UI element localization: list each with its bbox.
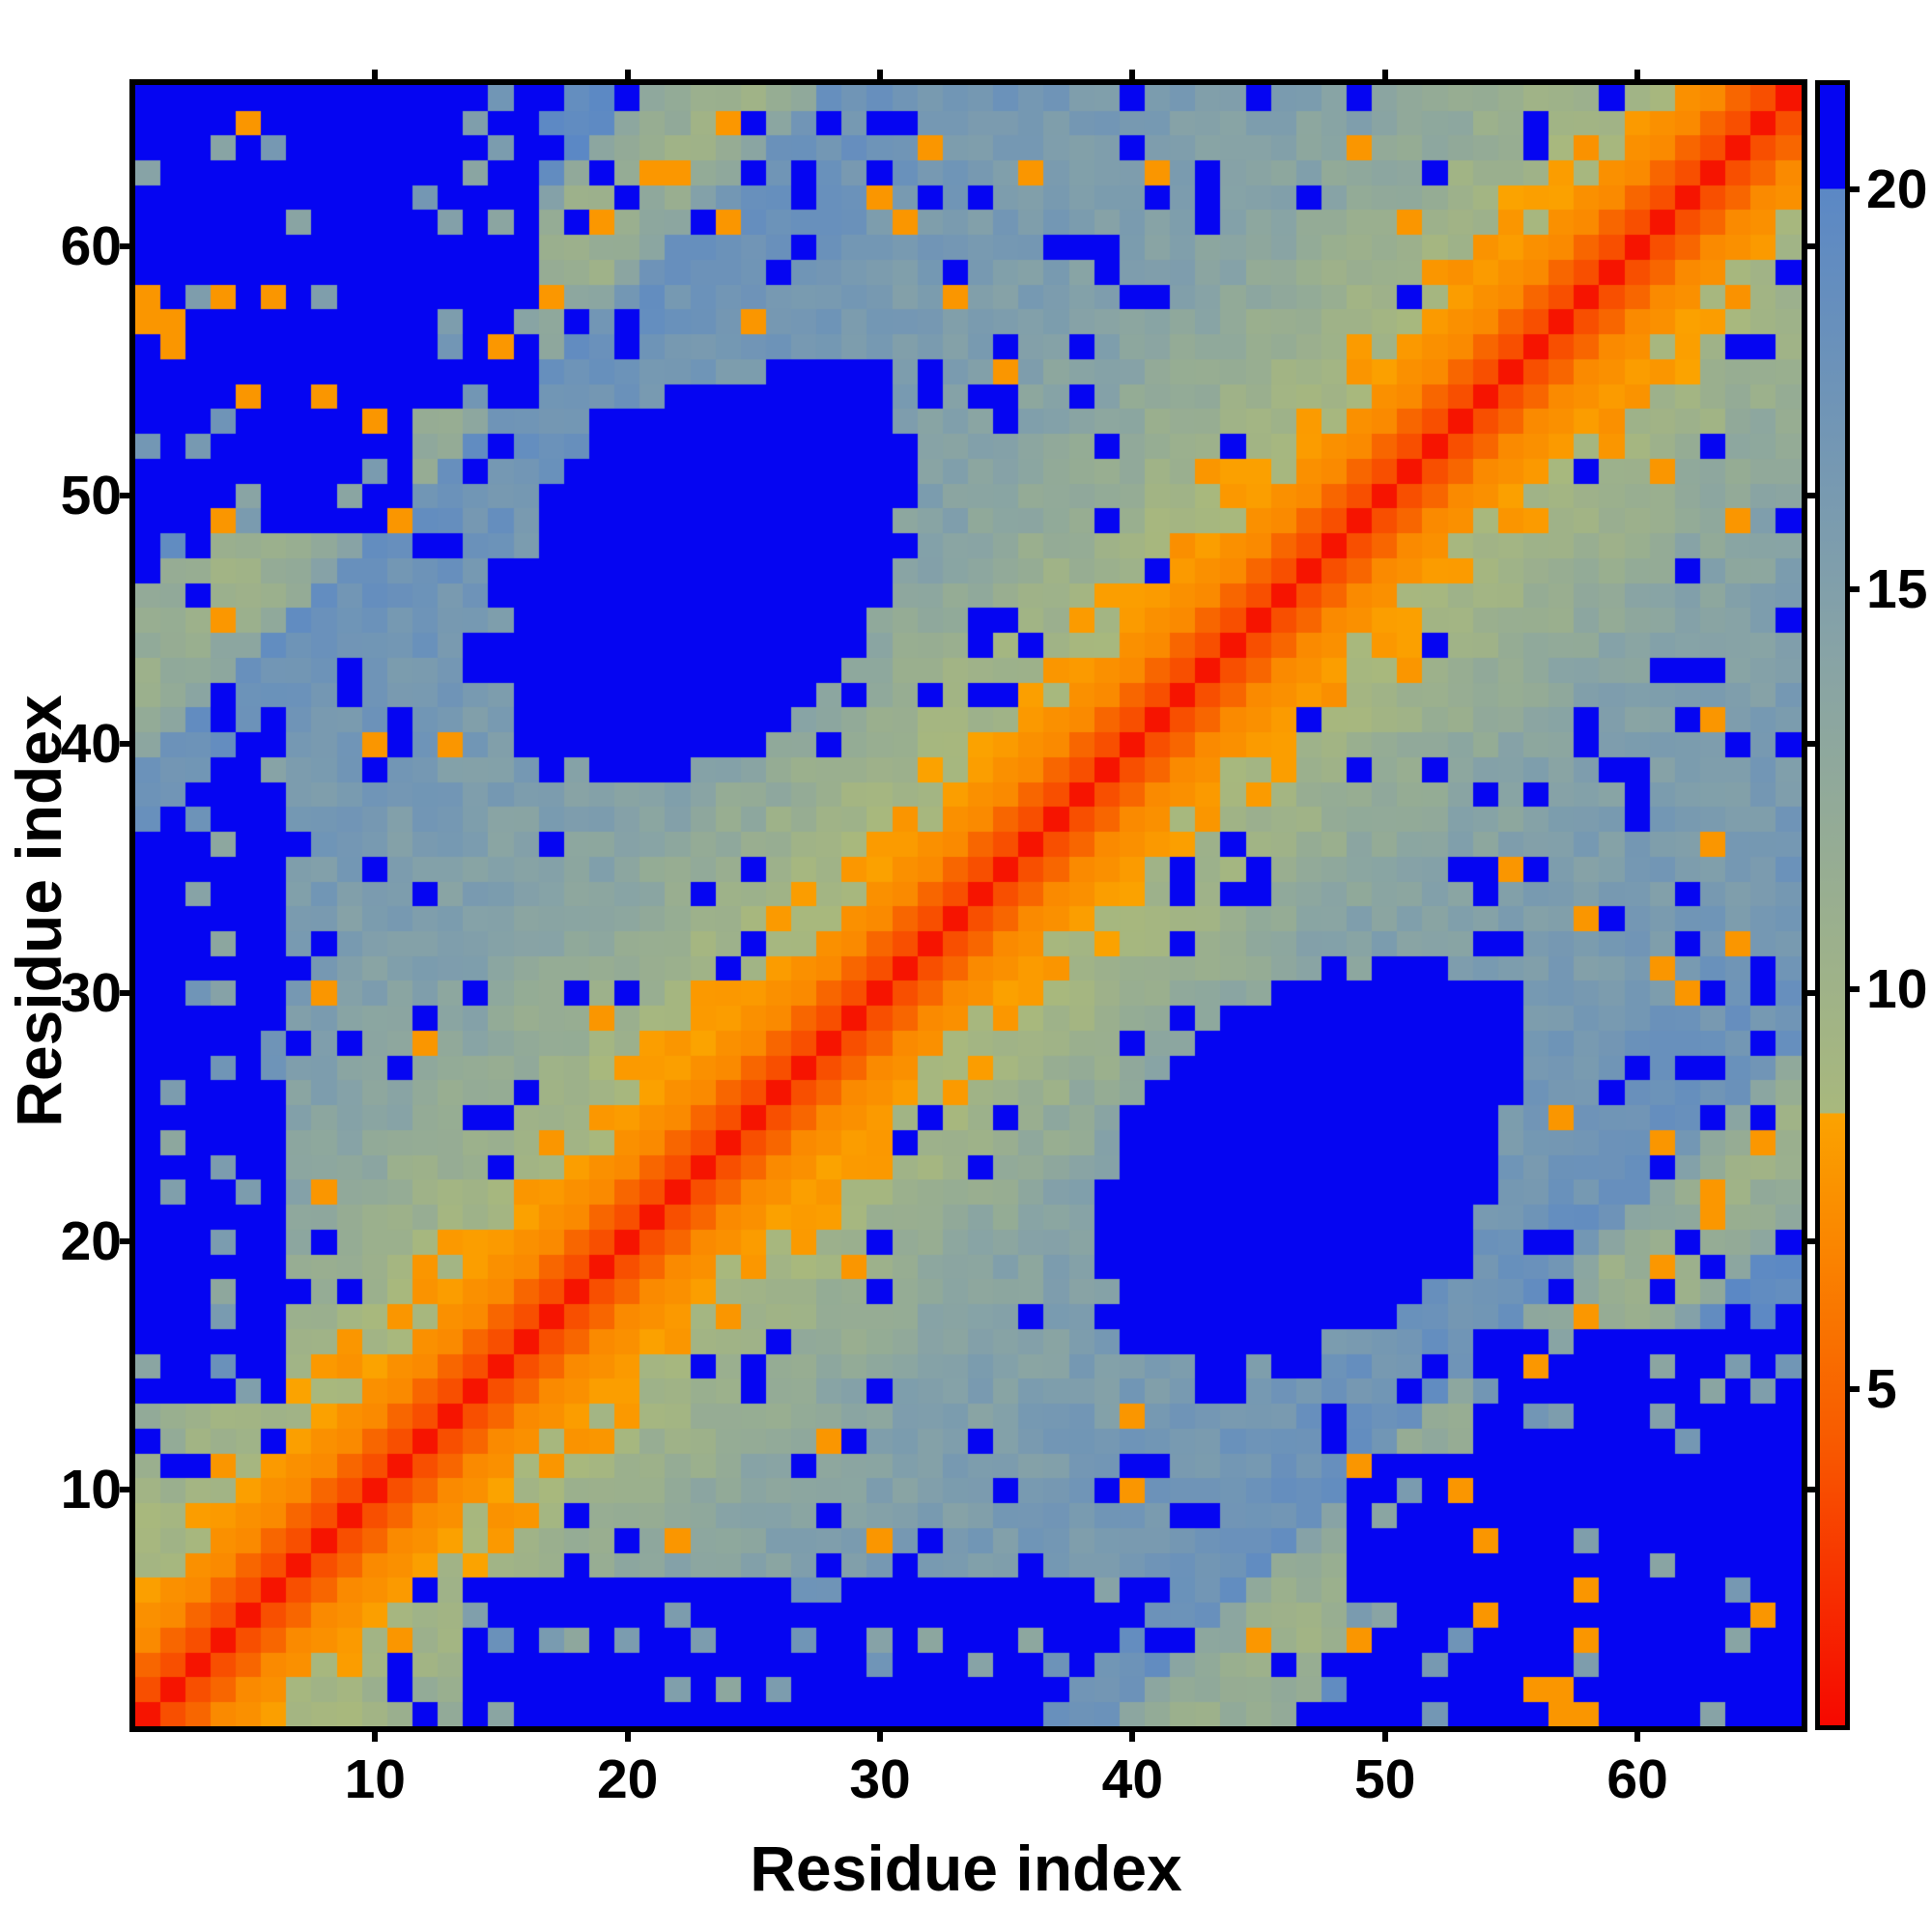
x-axis-tick-top bbox=[624, 70, 631, 85]
x-tick-label: 50 bbox=[1354, 1748, 1416, 1810]
colorbar-tick bbox=[1845, 585, 1860, 592]
x-axis-tick-bottom bbox=[1381, 1726, 1388, 1742]
x-axis-tick-bottom bbox=[624, 1726, 631, 1742]
x-tick-label: 40 bbox=[1101, 1748, 1164, 1810]
colorbar-tick bbox=[1845, 985, 1860, 992]
y-axis-tick-left bbox=[120, 989, 135, 996]
colorbar-tick-label: 15 bbox=[1866, 557, 1928, 620]
colorbar-tick-label: 10 bbox=[1866, 957, 1928, 1020]
x-tick-label: 30 bbox=[849, 1748, 911, 1810]
x-tick-label: 10 bbox=[344, 1748, 406, 1810]
x-axis-tick-bottom bbox=[1634, 1726, 1641, 1742]
x-axis-tick-top bbox=[1129, 70, 1136, 85]
colorbar-gradient bbox=[1820, 85, 1845, 1725]
x-axis-tick-bottom bbox=[877, 1726, 884, 1742]
x-axis-tick-top bbox=[1381, 70, 1388, 85]
colorbar-tick bbox=[1845, 185, 1860, 192]
y-axis-tick-left bbox=[120, 1238, 135, 1245]
y-tick-label: 40 bbox=[60, 713, 122, 776]
colorbar-tick-label: 5 bbox=[1866, 1358, 1897, 1421]
x-tick-label: 20 bbox=[596, 1748, 659, 1810]
colorbar-tick-label: 20 bbox=[1866, 157, 1928, 220]
x-axis-tick-bottom bbox=[372, 1726, 379, 1742]
y-axis-tick-right bbox=[1802, 492, 1817, 498]
y-tick-label: 60 bbox=[60, 215, 122, 278]
x-axis-tick-top bbox=[877, 70, 884, 85]
y-tick-label: 30 bbox=[60, 961, 122, 1024]
y-axis-tick-left bbox=[120, 741, 135, 748]
x-axis-label: Residue index bbox=[750, 1833, 1182, 1904]
x-axis-tick-bottom bbox=[1129, 1726, 1136, 1742]
y-axis-tick-left bbox=[120, 243, 135, 250]
x-axis-tick-top bbox=[372, 70, 379, 85]
y-axis-tick-right bbox=[1802, 1238, 1817, 1245]
y-axis-tick-left bbox=[120, 492, 135, 498]
distance-map-canvas bbox=[135, 85, 1802, 1726]
y-axis-tick-right bbox=[1802, 1487, 1817, 1493]
colorbar bbox=[1815, 80, 1850, 1730]
heatmap-plot-frame bbox=[129, 79, 1807, 1732]
colorbar-tick bbox=[1845, 1386, 1860, 1393]
y-tick-label: 50 bbox=[60, 464, 122, 526]
y-axis-tick-right bbox=[1802, 243, 1817, 250]
y-axis-tick-right bbox=[1802, 989, 1817, 996]
y-tick-label: 20 bbox=[60, 1210, 122, 1273]
x-axis-tick-top bbox=[1634, 70, 1641, 85]
y-tick-label: 10 bbox=[60, 1459, 122, 1521]
y-axis-tick-left bbox=[120, 1487, 135, 1493]
y-axis-tick-right bbox=[1802, 741, 1817, 748]
x-tick-label: 60 bbox=[1606, 1748, 1668, 1810]
